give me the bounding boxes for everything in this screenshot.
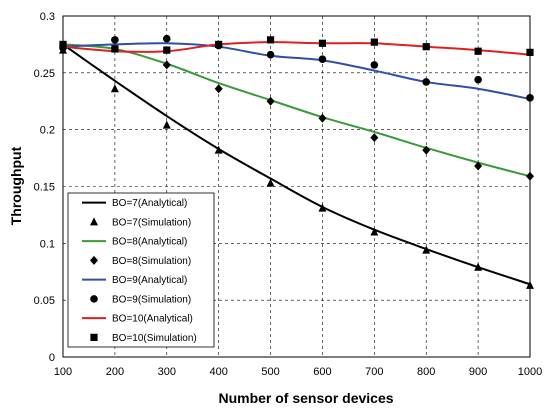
series-bo-10-analytical	[62, 41, 531, 56]
y-tick-label: 0	[49, 352, 55, 364]
data-point	[370, 38, 378, 46]
series-line	[62, 42, 531, 100]
legend-item: BO=8(Simulation)	[90, 255, 191, 267]
x-tick-label: 300	[158, 366, 176, 378]
series-bo-8-analytical	[62, 43, 531, 178]
data-point	[214, 145, 223, 154]
data-point	[422, 78, 431, 86]
x-tick-label: 100	[54, 366, 72, 378]
data-point	[370, 133, 379, 143]
data-point	[266, 178, 275, 187]
series-line	[62, 41, 531, 56]
legend-label: BO=7(Analytical)	[112, 198, 187, 209]
data-point	[111, 45, 119, 53]
y-tick-label: 0.3	[40, 11, 55, 23]
data-point	[266, 96, 275, 106]
series-line	[62, 43, 531, 178]
data-point	[474, 161, 483, 171]
data-point	[163, 46, 171, 54]
data-point	[266, 36, 275, 44]
data-point	[111, 36, 119, 44]
legend-label: BO=9(Simulation)	[112, 294, 191, 305]
legend-label: BO=10(Simulation)	[112, 333, 197, 344]
legend-item: BO=7(Simulation)	[90, 217, 191, 228]
series-bo-8-simulation	[59, 41, 534, 181]
x-tick-label: 400	[209, 366, 227, 378]
legend-item: BO=10(Simulation)	[90, 333, 197, 344]
x-tick-label: 600	[313, 366, 331, 378]
legend-label: BO=7(Simulation)	[112, 217, 191, 228]
data-point	[474, 262, 483, 271]
plot-area-frame	[62, 15, 531, 358]
legend-label: BO=10(Analytical)	[112, 314, 193, 325]
legend-item: BO=7(Analytical)	[82, 198, 187, 209]
legend-marker	[90, 217, 98, 226]
data-point	[318, 203, 327, 212]
data-point	[474, 75, 482, 84]
y-tick-label: 0.1	[40, 238, 55, 250]
data-point	[422, 245, 431, 254]
legend-label: BO=8(Simulation)	[112, 256, 191, 267]
series-line	[62, 43, 531, 286]
x-tick-label: 200	[106, 366, 124, 378]
legend-label: BO=9(Analytical)	[112, 275, 187, 286]
series-bo-9-analytical	[62, 42, 531, 100]
series-bo-7-analytical	[62, 43, 531, 286]
x-tick-label: 500	[261, 366, 279, 378]
legend-marker	[90, 333, 98, 341]
x-tick-label: 700	[365, 366, 383, 378]
data-point	[214, 84, 223, 94]
data-point	[162, 60, 171, 70]
data-point	[370, 227, 379, 236]
y-tick-label: 0.05	[34, 295, 55, 307]
data-point	[318, 55, 327, 63]
data-point	[318, 39, 327, 47]
y-tick-label: 0.15	[34, 182, 55, 194]
legend-item: BO=10(Analytical)	[82, 314, 193, 325]
y-tick-label: 0.25	[34, 68, 55, 80]
data-point	[474, 47, 482, 55]
x-tick-label: 1000	[518, 366, 542, 378]
legend-marker	[90, 255, 98, 265]
legend-item: BO=9(Simulation)	[90, 294, 191, 305]
data-point	[422, 43, 430, 51]
grid	[63, 16, 530, 357]
data-point	[370, 61, 379, 69]
x-axis-label: Number of sensor devices	[218, 390, 393, 406]
data-point	[162, 34, 171, 43]
data-point	[266, 50, 275, 59]
y-axis-label: Throughput	[8, 146, 24, 225]
legend-item: BO=8(Analytical)	[82, 237, 187, 248]
legend-item: BO=9(Analytical)	[82, 275, 187, 286]
data-point	[318, 113, 327, 123]
legend: BO=7(Analytical) BO=7(Simulation) BO=8(Ana…	[67, 192, 215, 348]
data-point	[110, 84, 119, 93]
data-point	[215, 40, 223, 49]
tick-labels: 0 0.05 0.1 0.15 0.2 0.25 0.3 100 200 300 400 500 600…	[34, 11, 543, 378]
y-tick-label: 0.2	[40, 125, 55, 137]
data-point	[162, 120, 171, 129]
legend-box	[67, 192, 215, 348]
x-tick-label: 900	[469, 366, 487, 378]
data-point	[422, 145, 431, 155]
legend-label: BO=8(Analytical)	[112, 237, 187, 248]
legend-marker	[90, 295, 98, 303]
x-tick-label: 800	[417, 366, 435, 378]
